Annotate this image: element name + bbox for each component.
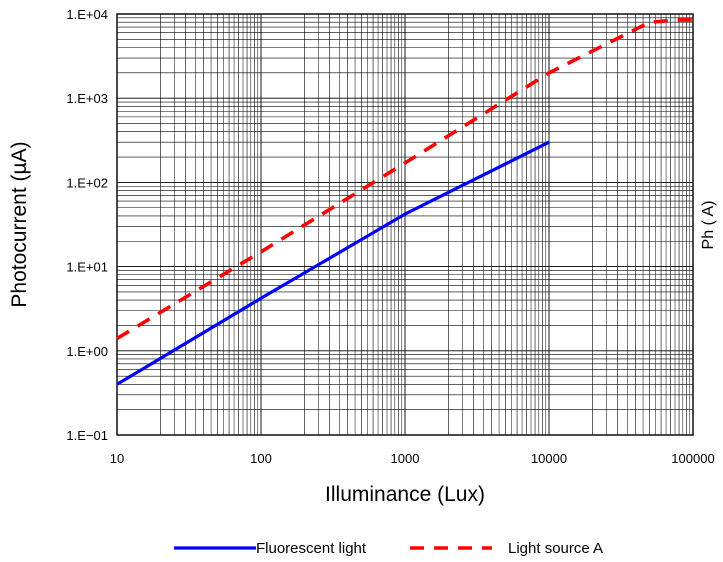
x-tick-label: 100000 xyxy=(671,451,714,466)
y-tick-label: 1.E+01 xyxy=(66,260,108,275)
legend-label-fluorescent-light: Fluorescent light xyxy=(256,540,367,557)
x-tick-label: 10 xyxy=(110,451,124,466)
x-axis-title: Illuminance (Lux) xyxy=(325,483,485,506)
series-layer xyxy=(116,18,693,386)
x-tick-label: 100 xyxy=(250,451,272,466)
y-axis-title: Photocurrent (µA) xyxy=(8,141,31,307)
y-tick-label: 1.E−01 xyxy=(66,428,108,443)
grid xyxy=(116,14,693,436)
series-line-fluorescent-light xyxy=(116,140,550,386)
y-tick-label: 1.E+04 xyxy=(66,7,108,22)
y-tick-label: 1.E+03 xyxy=(66,91,108,106)
plot-frame xyxy=(116,13,694,436)
y-tick-label: 1.E+02 xyxy=(66,175,108,190)
legend-label-light-source-a: Light source A xyxy=(508,540,603,557)
series-line-light-source-a xyxy=(116,18,693,341)
clipped-right-axis-label: Ph ( A) xyxy=(700,201,717,250)
y-tick-label: 1.E+00 xyxy=(66,344,108,359)
x-tick-label: 1000 xyxy=(391,451,420,466)
y-tick-labels: 1.E−01 1.E+00 1.E+01 1.E+02 1.E+03 1.E+04 xyxy=(66,7,108,443)
x-tick-label: 10000 xyxy=(531,451,567,466)
x-tick-labels: 10 100 1000 10000 100000 xyxy=(110,451,715,466)
legend: Fluorescent light Light source A xyxy=(174,540,603,557)
